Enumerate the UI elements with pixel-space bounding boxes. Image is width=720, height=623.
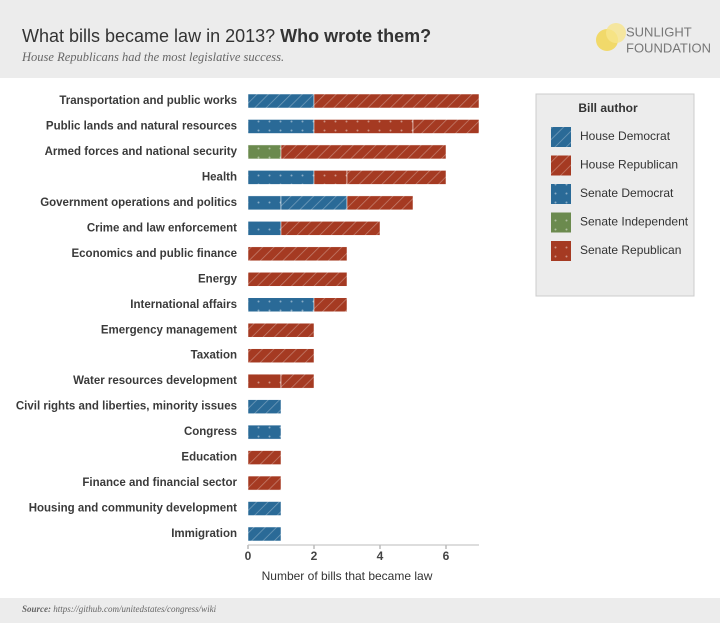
- y-tick-label: Crime and law enforcement: [87, 222, 237, 234]
- bar-segment: [280, 221, 381, 236]
- bar-segment: [346, 170, 447, 185]
- y-tick-label: Armed forces and national security: [45, 146, 238, 158]
- y-tick-label: Immigration: [171, 528, 237, 540]
- bar-segment: [247, 348, 315, 363]
- y-tick-label: Health: [202, 171, 237, 183]
- y-tick-label: Education: [181, 452, 237, 464]
- y-tick-label: Civil rights and liberties, minority iss…: [16, 401, 237, 413]
- source-label: Source:: [22, 604, 51, 614]
- x-tick-label: 0: [245, 549, 252, 563]
- bar-segment: [247, 144, 282, 160]
- bar-segment: [247, 373, 282, 389]
- bar-segment: [247, 119, 315, 134]
- bar-segment: [247, 501, 282, 516]
- y-tick-label: Emergency management: [101, 324, 237, 336]
- title-main: What bills became law in 2013?: [22, 26, 275, 46]
- y-tick-label: Transportation and public works: [59, 95, 237, 107]
- legend-swatch: [551, 241, 571, 261]
- bar-segment: [247, 475, 282, 491]
- bar-segment: [313, 93, 480, 109]
- legend-swatch: [551, 212, 571, 233]
- bar-segment: [280, 144, 447, 160]
- legend-title: Bill author: [578, 101, 638, 115]
- logo-circle: [606, 23, 626, 43]
- legend-label: Senate Democrat: [580, 186, 674, 200]
- chart-title: What bills became law in 2013? Who wrote…: [22, 26, 431, 46]
- bar-segment: [247, 170, 315, 185]
- bar-segment: [247, 246, 348, 262]
- logo-text: SUNLIGHT: [626, 24, 692, 39]
- bar-segment: [247, 272, 348, 287]
- legend-swatch: [551, 155, 571, 176]
- y-tick-label: Economics and public finance: [71, 248, 237, 260]
- bar-segment: [313, 119, 414, 134]
- bar-segment: [346, 195, 414, 211]
- bar-segment: [313, 170, 348, 185]
- bar-segment: [247, 322, 315, 338]
- bar-segment: [280, 373, 315, 389]
- x-tick-label: 2: [311, 549, 318, 563]
- footer-band: [0, 598, 720, 623]
- y-tick-label: Public lands and natural resources: [46, 121, 237, 133]
- y-tick-label: Finance and financial sector: [82, 477, 237, 489]
- logo-text: FOUNDATION: [626, 40, 711, 55]
- bar-segment: [247, 297, 315, 313]
- title-emphasis: Who wrote them?: [280, 26, 431, 46]
- source: Source: https://github.com/unitedstates/…: [22, 604, 217, 614]
- bar-segment: [247, 221, 282, 236]
- y-tick-label: Housing and community development: [29, 503, 237, 515]
- x-tick-label: 4: [377, 549, 384, 563]
- legend-swatch: [551, 127, 571, 147]
- bar-segment: [412, 119, 480, 134]
- bar-segment: [313, 297, 348, 313]
- legend-label: House Republican: [580, 158, 678, 172]
- bar-segment: [247, 424, 282, 440]
- bar-segment: [247, 399, 282, 414]
- legend-label: Senate Independent: [580, 215, 689, 229]
- x-tick-label: 6: [443, 549, 450, 563]
- bar-segment: [247, 526, 282, 542]
- y-tick-label: International affairs: [130, 299, 237, 311]
- y-tick-label: Congress: [184, 426, 237, 438]
- legend-label: House Democrat: [580, 129, 671, 143]
- legend-label: Senate Republican: [580, 243, 681, 257]
- bar-segment: [280, 195, 348, 211]
- bar-segment: [247, 450, 282, 465]
- source-url: https://github.com/unitedstates/congress…: [53, 604, 216, 614]
- x-axis-label: Number of bills that became law: [262, 569, 433, 583]
- bar-segment: [247, 195, 282, 211]
- legend-swatch: [551, 184, 571, 204]
- y-tick-label: Taxation: [191, 350, 237, 362]
- y-tick-label: Water resources development: [73, 375, 237, 387]
- y-tick-label: Energy: [198, 273, 238, 285]
- subtitle: House Republicans had the most legislati…: [21, 50, 284, 64]
- bar-segment: [247, 93, 315, 109]
- y-tick-label: Government operations and politics: [40, 197, 237, 209]
